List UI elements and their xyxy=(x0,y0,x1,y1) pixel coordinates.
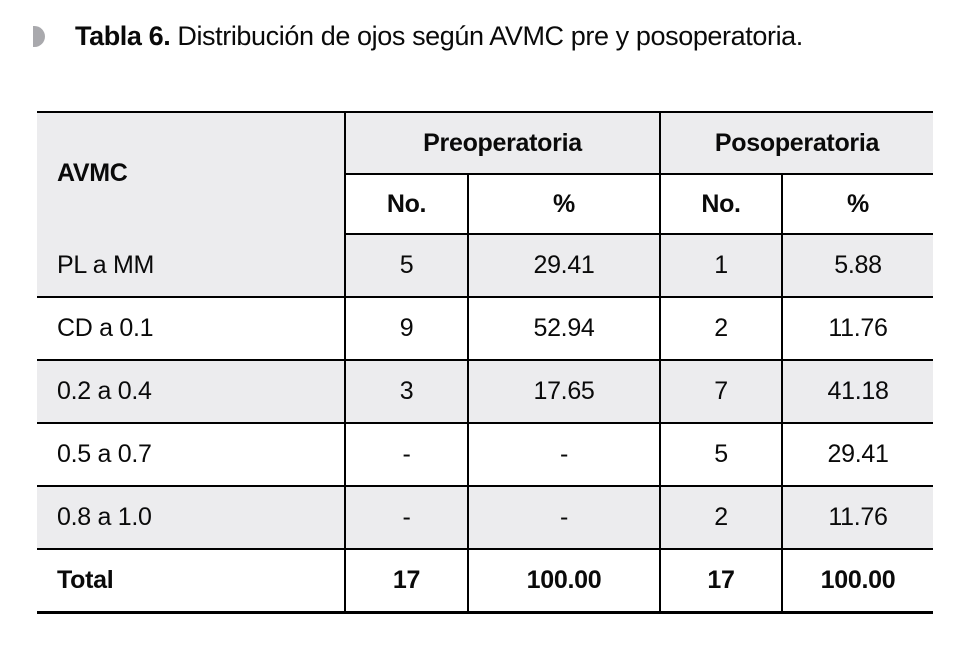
table-row: 0.5 a 0.7 - - 5 29.41 xyxy=(37,423,934,486)
row-label: Total xyxy=(57,565,114,594)
row-label: CD a 0.1 xyxy=(57,314,154,342)
header-posoperatoria: Posoperatoria xyxy=(659,112,934,175)
cell-pre-percent: 100.00 xyxy=(466,549,661,612)
cell-pre-no: - xyxy=(344,486,468,549)
cell-pre-percent: 17.65 xyxy=(466,360,661,423)
cell-pos-percent: 11.76 xyxy=(781,297,934,360)
table-caption: Tabla 6. Distribución de ojos según AVMC … xyxy=(33,20,803,52)
row-label: PL a MM xyxy=(57,250,154,279)
group-header-row: AVMC Preoperatoria Posoperatoria xyxy=(37,112,934,234)
cell-pre-percent: - xyxy=(466,423,661,486)
cell-pos-no: 7 xyxy=(659,360,783,423)
cell-pos-no: 1 xyxy=(659,234,783,297)
cell-pos-no: 17 xyxy=(659,549,783,612)
header-pre-percent: % xyxy=(466,174,661,235)
sub-header-row: No. % No. % xyxy=(37,174,934,235)
cell-pos-percent: 5.88 xyxy=(781,234,934,297)
header-pre-no: No. xyxy=(344,174,468,235)
cell-pos-no: 2 xyxy=(659,486,783,549)
cell-pos-percent: 29.41 xyxy=(781,423,934,486)
header-pos-no: No. xyxy=(659,174,783,235)
cell-pre-no: 5 xyxy=(344,234,468,297)
header-avmc: AVMC xyxy=(37,112,345,234)
cell-pos-no: 5 xyxy=(659,423,783,486)
table-row-total: Total 17 100.00 17 100.00 xyxy=(37,549,934,612)
caption-bullet-icon xyxy=(33,26,45,47)
row-label: 0.5 a 0.7 xyxy=(57,440,152,468)
row-label: 0.8 a 1.0 xyxy=(57,503,152,531)
cell-pos-no: 2 xyxy=(659,297,783,360)
table-row: PL a MM 5 29.41 1 5.88 xyxy=(37,234,934,297)
cell-pre-percent: 52.94 xyxy=(466,297,661,360)
caption-title: Distribución de ojos según AVMC pre y po… xyxy=(177,21,803,51)
cell-pre-percent: - xyxy=(466,486,661,549)
cell-pos-percent: 41.18 xyxy=(781,360,934,423)
cell-pre-no: - xyxy=(344,423,468,486)
caption-table-number: Tabla 6. xyxy=(75,21,171,51)
header-preoperatoria: Preoperatoria xyxy=(343,112,661,175)
table-row: 0.8 a 1.0 - - 2 11.76 xyxy=(37,486,934,549)
cell-pos-percent: 11.76 xyxy=(781,486,934,549)
cell-pre-no: 3 xyxy=(344,360,468,423)
cell-pre-percent: 29.41 xyxy=(466,234,661,297)
row-label: 0.2 a 0.4 xyxy=(57,377,152,405)
caption-text: Tabla 6. Distribución de ojos según AVMC … xyxy=(75,20,803,52)
table-row: CD a 0.1 9 52.94 2 11.76 xyxy=(37,297,934,360)
table-row: 0.2 a 0.4 3 17.65 7 41.18 xyxy=(37,360,934,423)
cell-pos-percent: 100.00 xyxy=(781,549,934,612)
cell-pre-no: 17 xyxy=(344,549,468,612)
header-pos-percent: % xyxy=(781,174,934,235)
cell-pre-no: 9 xyxy=(344,297,468,360)
avmc-distribution-table: AVMC Preoperatoria Posoperatoria No. % N… xyxy=(37,111,934,614)
